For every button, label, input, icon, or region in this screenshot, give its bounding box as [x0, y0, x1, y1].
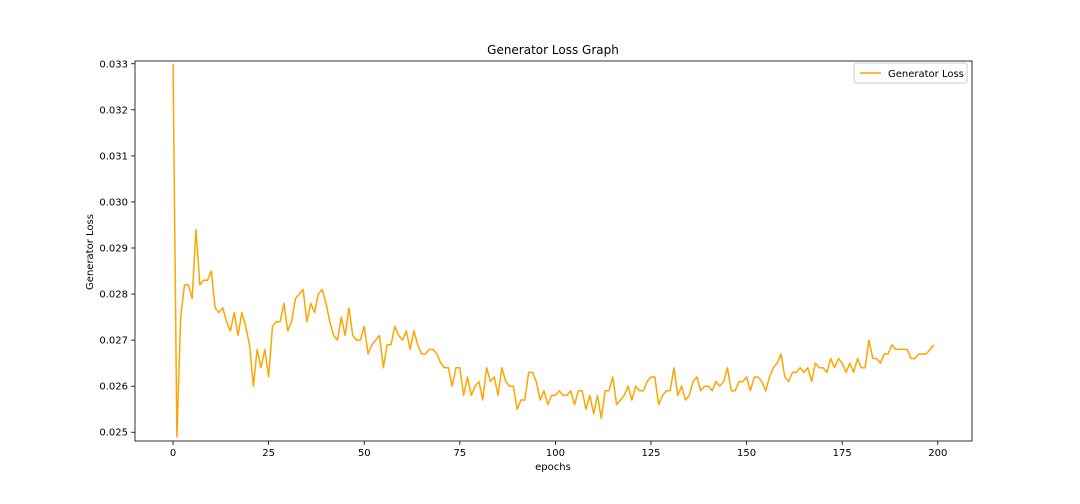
- x-axis: 0 25 50 75 100 125 150 175 200: [170, 441, 947, 459]
- x-tick-label: 125: [641, 448, 660, 459]
- x-tick-label: 200: [928, 448, 947, 459]
- x-tick-label: 175: [833, 448, 852, 459]
- series-layer: [172, 63, 935, 438]
- y-tick-label: 0.025: [99, 428, 128, 439]
- x-axis-label: epochs: [535, 462, 571, 473]
- chart-title: Generator Loss Graph: [487, 43, 619, 57]
- y-axis: 0.025 0.026 0.027 0.028 0.029 0.030 0.031 0.032…: [99, 59, 135, 439]
- x-tick-label: 0: [170, 448, 176, 459]
- legend-label-generator-loss: Generator Loss: [888, 69, 964, 80]
- x-tick-label: 100: [546, 448, 565, 459]
- y-axis-label: Generator Loss: [85, 214, 96, 290]
- plot-frame: [134, 60, 973, 442]
- y-tick-label: 0.033: [99, 59, 128, 70]
- y-tick-label: 0.032: [99, 105, 128, 116]
- y-tick-label: 0.029: [99, 244, 128, 255]
- y-tick-label: 0.026: [99, 382, 128, 393]
- series-line-generator-loss: [172, 63, 935, 438]
- y-tick-label: 0.030: [99, 197, 128, 208]
- y-tick-label: 0.031: [99, 151, 128, 162]
- y-tick-label: 0.028: [99, 290, 128, 301]
- x-tick-label: 25: [262, 448, 275, 459]
- legend-box: [853, 62, 968, 84]
- plot-border: [134, 60, 973, 442]
- y-tick-label: 0.027: [99, 336, 128, 347]
- x-tick-label: 75: [453, 448, 466, 459]
- legend: Generator Loss: [853, 62, 968, 84]
- x-tick-label: 50: [358, 448, 371, 459]
- x-tick-label: 150: [737, 448, 756, 459]
